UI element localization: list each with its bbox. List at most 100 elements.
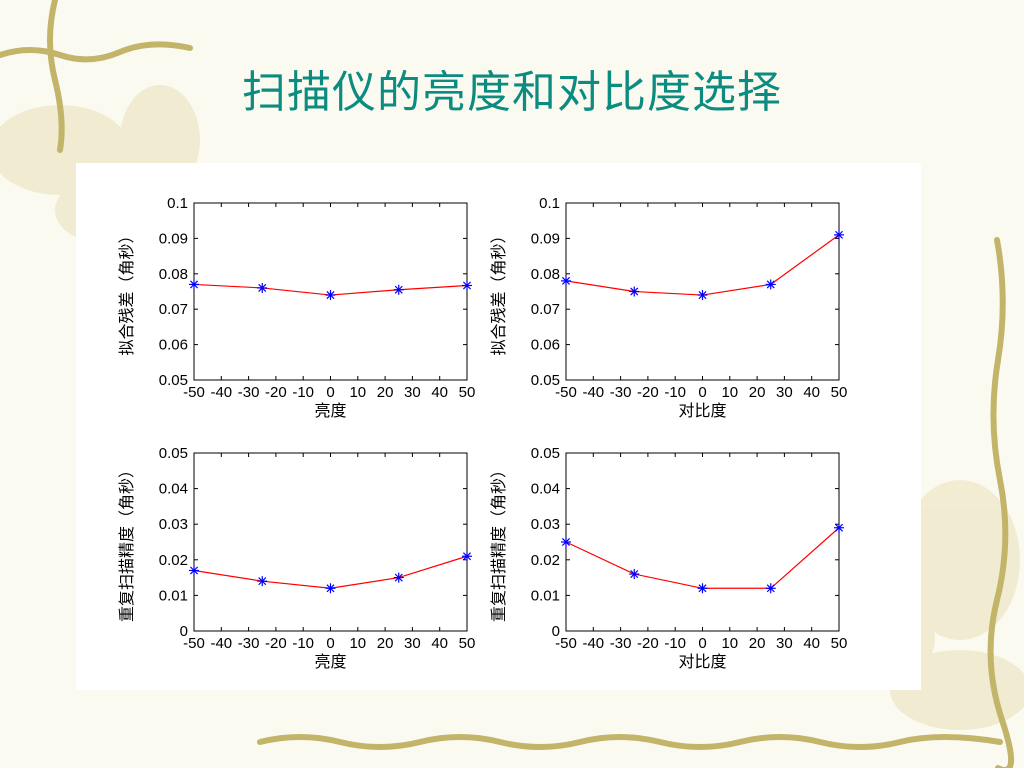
- y-tick-label: 0.03: [531, 516, 560, 533]
- chart-grid: -50 -40 -30 -20 -10 0 10 20 30 40 50 0.05 0.06 0.07 0.…: [117, 195, 847, 671]
- x-tick-label: 50: [459, 635, 476, 652]
- y-tick-label: 0.05: [159, 372, 188, 389]
- data-point-marker: [834, 522, 844, 533]
- y-tick-label: 0.06: [531, 337, 560, 354]
- x-axis-label: 亮度: [314, 652, 346, 671]
- y-tick-label: 0.03: [159, 516, 188, 533]
- y-tick-label: 0.08: [159, 266, 188, 283]
- x-tick-label: -10: [664, 635, 686, 652]
- data-point-marker: [697, 290, 708, 301]
- x-tick-label: 0: [698, 384, 706, 401]
- marker-stroke: [394, 573, 403, 582]
- figure-panel: -50 -40 -30 -20 -10 0 10 20 30 40 50 0.05 0.06 0.07 0.…: [76, 163, 921, 690]
- data-point-marker: [561, 275, 571, 286]
- y-tick-label: 0.08: [531, 266, 560, 283]
- x-tick-label: -40: [582, 384, 604, 401]
- y-axis-label: 重复扫描精度（角秒）: [489, 462, 508, 622]
- x-tick-label: -30: [238, 384, 260, 401]
- data-point-marker: [257, 576, 268, 587]
- chart-3: -50 -40 -30 -20 -10 0 10 20 30 40 50 0 0.01 0.02 0.03 0…: [117, 445, 475, 671]
- data-point-marker: [462, 551, 472, 562]
- x-tick-label: -10: [292, 384, 314, 401]
- y-tick-label: 0.1: [539, 195, 560, 212]
- y-tick-label: 0.01: [531, 587, 560, 604]
- y-axis-label: 重复扫描精度（角秒）: [117, 462, 136, 622]
- x-tick-label: 50: [459, 384, 476, 401]
- x-axis-label: 对比度: [678, 401, 726, 420]
- data-point-marker: [257, 282, 268, 293]
- marker-stroke: [258, 283, 267, 292]
- x-tick-label: 40: [803, 384, 820, 401]
- x-tick-label: 50: [831, 384, 848, 401]
- data-point-marker: [765, 583, 776, 594]
- marker-stroke: [561, 276, 571, 285]
- x-tick-label: 20: [377, 384, 394, 401]
- data-point-marker: [325, 583, 336, 594]
- data-point-marker: [765, 279, 776, 290]
- x-tick-label: 30: [776, 635, 793, 652]
- marker-stroke: [630, 287, 639, 296]
- marker-stroke: [561, 537, 571, 547]
- data-point-marker: [629, 569, 640, 580]
- x-tick-label: -20: [265, 384, 287, 401]
- data-point-marker: [189, 279, 199, 290]
- x-tick-label: -20: [637, 384, 659, 401]
- x-tick-label: 0: [698, 635, 706, 652]
- x-tick-label: -40: [210, 384, 232, 401]
- x-tick-label: 40: [431, 635, 448, 652]
- y-tick-label: 0.05: [159, 445, 188, 462]
- y-tick-label: 0.04: [531, 481, 560, 498]
- y-tick-label: 0.1: [167, 195, 188, 212]
- data-point-marker: [561, 537, 571, 547]
- x-axis-label: 对比度: [678, 652, 726, 671]
- marker-stroke: [698, 584, 707, 593]
- y-tick-label: 0.05: [531, 445, 560, 462]
- x-tick-label: -20: [637, 635, 659, 652]
- data-point-marker: [189, 565, 199, 576]
- x-tick-label: 40: [803, 635, 820, 652]
- x-tick-label: -30: [610, 635, 632, 652]
- x-tick-label: 40: [431, 384, 448, 401]
- chart-4: -50 -40 -30 -20 -10 0 10 20 30 40 50 0 0.01 0.02 0.03 0…: [489, 445, 847, 671]
- x-tick-label: -30: [238, 635, 260, 652]
- y-tick-label: 0.09: [531, 230, 560, 247]
- marker-stroke: [698, 291, 707, 300]
- y-axis-label: 拟合残差（角秒）: [489, 227, 508, 355]
- y-tick-label: 0: [180, 623, 188, 640]
- data-point-marker: [393, 572, 404, 583]
- data-point-marker: [393, 284, 404, 295]
- x-tick-label: 20: [749, 635, 766, 652]
- marker-stroke: [462, 552, 472, 561]
- marker-stroke: [834, 230, 844, 239]
- x-tick-label: 30: [776, 384, 793, 401]
- x-tick-label: 10: [721, 384, 738, 401]
- x-tick-label: -20: [265, 635, 287, 652]
- marker-stroke: [326, 584, 335, 593]
- y-tick-label: 0.09: [159, 230, 188, 247]
- x-tick-label: 0: [326, 384, 334, 401]
- x-tick-label: 10: [349, 384, 366, 401]
- x-tick-label: -50: [555, 635, 577, 652]
- data-point-marker: [697, 583, 708, 594]
- x-tick-label: -50: [183, 384, 205, 401]
- y-tick-label: 0.05: [531, 372, 560, 389]
- marker-stroke: [326, 291, 335, 300]
- x-tick-label: 10: [721, 635, 738, 652]
- y-tick-label: 0: [552, 623, 560, 640]
- x-tick-label: 20: [749, 384, 766, 401]
- x-tick-label: -50: [183, 635, 205, 652]
- x-tick-label: -40: [582, 635, 604, 652]
- plot-frame: [565, 452, 840, 632]
- x-tick-label: -40: [210, 635, 232, 652]
- x-tick-label: 30: [404, 635, 421, 652]
- marker-stroke: [462, 281, 472, 290]
- y-tick-label: 0.07: [531, 301, 560, 318]
- marker-stroke: [834, 523, 844, 532]
- y-tick-label: 0.07: [159, 301, 188, 318]
- chart-2: -50 -40 -30 -20 -10 0 10 20 30 40 50 0.05 0.06 0.07 0.…: [489, 195, 847, 420]
- data-point-marker: [325, 290, 336, 301]
- slide-title: 扫描仪的亮度和对比度选择: [242, 67, 782, 118]
- data-point-marker: [834, 229, 844, 240]
- chart-1: -50 -40 -30 -20 -10 0 10 20 30 40 50 0.05 0.06 0.07 0.…: [117, 195, 475, 420]
